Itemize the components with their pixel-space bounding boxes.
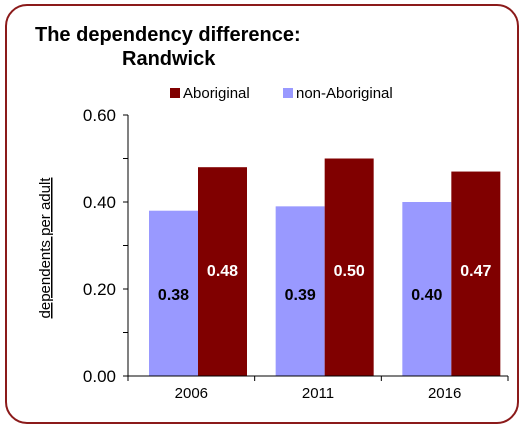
bar bbox=[451, 171, 501, 376]
y-tick-label: 0.60 bbox=[83, 106, 116, 125]
x-tick-label: 2016 bbox=[428, 385, 461, 402]
x-tick-label: 2006 bbox=[175, 385, 208, 402]
legend-label: non-Aboriginal bbox=[296, 85, 393, 102]
legend: Aboriginal non-Aboriginal bbox=[170, 85, 393, 102]
x-axis: 2006 2011 2016 bbox=[127, 375, 509, 402]
legend-label: Aboriginal bbox=[183, 85, 250, 102]
y-tick-label: 0.00 bbox=[83, 367, 116, 386]
bar-chart: Aboriginal non-Aboriginal 0.00 0.20 0.40 0.6… bbox=[37, 85, 509, 402]
bar bbox=[149, 210, 198, 376]
legend-swatch bbox=[283, 88, 293, 98]
y-axis-label: dependents per adult bbox=[37, 177, 54, 319]
y-axis: 0.00 0.20 0.40 0.60 bbox=[83, 106, 129, 386]
chart-title: The dependency difference: bbox=[35, 24, 301, 46]
data-label: 0.38 bbox=[158, 287, 189, 304]
data-label: 0.47 bbox=[460, 263, 491, 280]
bar bbox=[324, 158, 374, 376]
y-tick-label: 0.20 bbox=[83, 280, 116, 299]
bar bbox=[402, 202, 452, 376]
data-label: 0.50 bbox=[334, 263, 365, 280]
x-tick-label: 2011 bbox=[302, 385, 334, 402]
data-label: 0.48 bbox=[207, 263, 238, 280]
chart-subtitle: Randwick bbox=[122, 48, 216, 70]
data-label: 0.40 bbox=[411, 287, 442, 304]
legend-swatch bbox=[170, 88, 180, 98]
bar bbox=[198, 167, 247, 376]
y-tick-label: 0.40 bbox=[83, 193, 116, 212]
bar bbox=[275, 206, 325, 376]
bars: 0.38 0.39 0.40 0.48 0.50 0.47 bbox=[149, 158, 501, 376]
data-label: 0.39 bbox=[285, 287, 316, 304]
